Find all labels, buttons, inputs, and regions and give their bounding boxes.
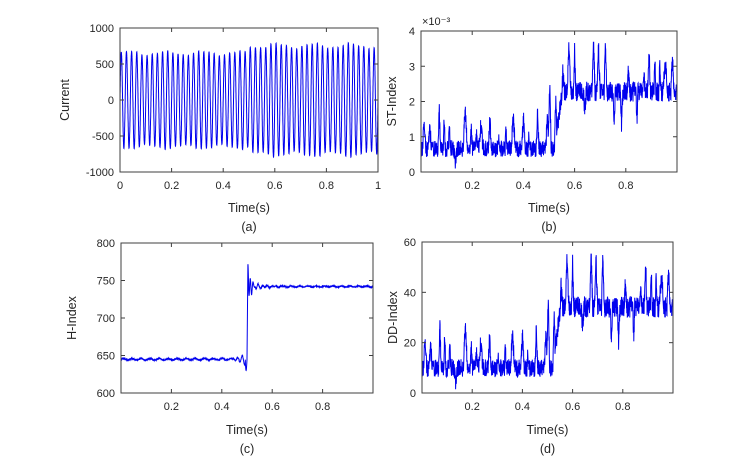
subplot-a: 0 0.2 0.4 0.6 0.8 1 -1000 -500 0 500 1000 Time(s) (a…: [58, 23, 381, 234]
subplot-a-x-tick-label: 0: [117, 180, 123, 192]
subplot-b-xlabel: Time(s): [528, 201, 570, 215]
subplot-c-line: [120, 264, 374, 372]
subplot-d-xlabel: Time(s): [527, 423, 569, 437]
subplot-c-x-tick-label: 0.2: [164, 401, 179, 413]
subplot-c-xlabel: Time(s): [226, 423, 268, 437]
subplot-d-y-tick-label: 0: [410, 388, 416, 400]
subplot-b-exponent-label: ×10⁻³: [422, 16, 450, 28]
subplot-b-y-tick-label: 2: [409, 97, 415, 109]
subplot-a-line: [119, 41, 379, 159]
subplot-d-caption: (d): [540, 442, 555, 456]
subplot-d-y-tick-label: 60: [404, 237, 416, 249]
subplot-b-line: [420, 41, 678, 169]
subplot-a-y-tick-label: 1000: [90, 23, 114, 35]
subplot-a-x-tick-label: 1: [375, 180, 381, 192]
subplot-b-x-tick-label: 0.6: [567, 180, 582, 192]
subplot-c-caption: (c): [240, 442, 255, 456]
subplot-d-y-tick-label: 20: [404, 338, 416, 350]
subplot-c-x-tick-label: 0.4: [214, 401, 229, 413]
subplot-d-y-tick-label: 40: [404, 287, 416, 299]
subplot-a-y-tick-label: -1000: [86, 167, 114, 179]
subplot-a-y-tick-label: 500: [96, 59, 114, 71]
subplot-c-x-tick-label: 0.8: [315, 401, 330, 413]
subplot-b-y-tick-label: 4: [409, 26, 415, 38]
subplot-a-caption: (a): [241, 220, 256, 234]
subplot-d: 0.2 0.4 0.6 0.8 0 20 40 60 Time(s) (d) DD-Index: [386, 237, 674, 456]
subplot-b-x-tick-label: 0.2: [465, 180, 480, 192]
subplot-c-y-tick-label: 700: [97, 313, 115, 325]
subplot-a-xlabel: Time(s): [228, 201, 270, 215]
subplot-a-y-tick-label: 0: [108, 95, 114, 107]
subplot-c-y-tick-label: 750: [97, 276, 115, 288]
subplot-d-x-tick-label: 0.6: [565, 401, 580, 413]
subplot-d-ylabel: DD-Index: [386, 290, 400, 344]
subplot-a-x-tick-label: 0.8: [319, 180, 334, 192]
subplot-b-y-tick-label: 1: [409, 132, 415, 144]
subplot-b: 0.2 0.4 0.6 0.8 0 1 2 3 4 ×10⁻³ Time(s) (b) ST-Index: [385, 16, 678, 234]
subplot-d-line: [421, 253, 674, 390]
subplot-a-x-tick-label: 0.6: [267, 180, 282, 192]
subplot-c-y-tick-label: 650: [97, 351, 115, 363]
subplot-c-ylabel: H-Index: [65, 295, 79, 340]
subplot-a-ylabel: Current: [58, 79, 72, 121]
subplot-b-x-tick-label: 0.4: [516, 180, 531, 192]
subplot-c: 0.2 0.4 0.6 0.8 600 650 700 750 800 Time(s) (c) H-I…: [65, 238, 374, 456]
subplot-d-axes-border: [421, 241, 674, 394]
subplot-c-y-tick-label: 600: [97, 388, 115, 400]
subplot-b-y-tick-label: 3: [409, 61, 415, 73]
subplot-a-x-tick-label: 0.2: [164, 180, 179, 192]
subplot-d-x-tick-label: 0.8: [615, 401, 630, 413]
subplot-a-x-tick-label: 0.4: [216, 180, 231, 192]
subplot-c-y-tick-label: 800: [97, 238, 115, 250]
subplot-b-y-tick-label: 0: [409, 167, 415, 179]
subplot-d-x-tick-label: 0.2: [465, 401, 480, 413]
subplot-d-x-tick-label: 0.4: [515, 401, 530, 413]
subplot-b-ylabel: ST-Index: [385, 76, 399, 127]
subplot-b-caption: (b): [541, 220, 556, 234]
subplot-a-y-tick-label: -500: [92, 131, 114, 143]
subplot-b-x-tick-label: 0.8: [618, 180, 633, 192]
subplot-c-x-tick-label: 0.6: [265, 401, 280, 413]
